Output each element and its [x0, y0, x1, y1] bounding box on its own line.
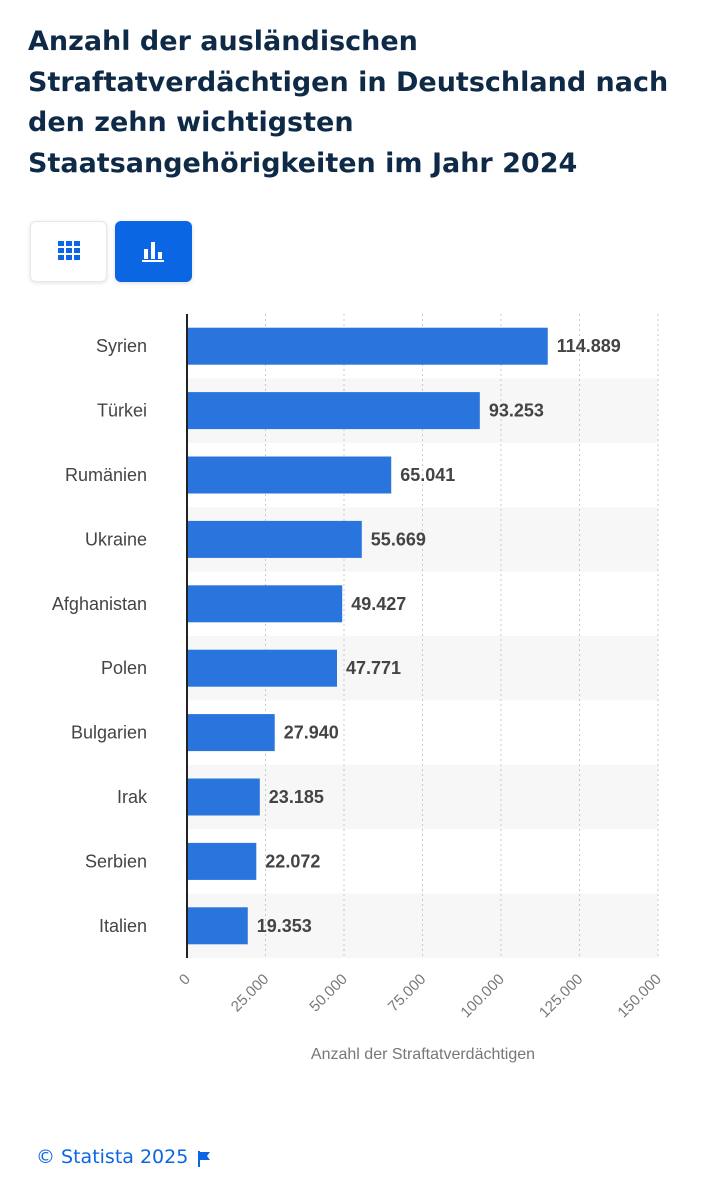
- chart-view-button[interactable]: [115, 221, 192, 282]
- x-tick-label: 75.000: [385, 971, 429, 1015]
- x-tick-label: 150.000: [614, 971, 664, 1021]
- bar[interactable]: [187, 778, 260, 816]
- bar-chart: Syrien Türkei Rumänien Ukraine Afghanistan Po…: [52, 314, 665, 1063]
- chart-title: Anzahl der ausländischen Straftatverdäch…: [28, 26, 669, 179]
- category-label: Serbien: [85, 851, 147, 871]
- bar[interactable]: [187, 907, 248, 945]
- value-label: 22.072: [265, 851, 320, 871]
- x-axis-label: Anzahl der Straftatverdächtigen: [311, 1046, 535, 1063]
- category-label: Syrien: [96, 336, 147, 356]
- grid-icon: [58, 241, 80, 260]
- category-label: Bulgarien: [71, 723, 147, 743]
- bar[interactable]: [187, 649, 338, 687]
- bar-chart-icon: [142, 242, 164, 262]
- x-tick-label: 125.000: [536, 971, 586, 1021]
- x-tick-label: 100.000: [457, 971, 507, 1021]
- flag-icon[interactable]: [197, 1151, 211, 1167]
- x-tick-label: 50.000: [306, 971, 350, 1015]
- category-label: Afghanistan: [52, 594, 147, 614]
- category-label: Irak: [117, 787, 148, 807]
- value-label: 49.427: [351, 594, 406, 614]
- value-label: 47.771: [346, 658, 401, 678]
- x-tick-label: 25.000: [228, 971, 272, 1015]
- bar[interactable]: [187, 327, 548, 365]
- bar[interactable]: [187, 392, 480, 430]
- value-label: 27.940: [284, 723, 339, 743]
- x-tick-label: 0: [176, 971, 194, 989]
- value-label: 93.253: [489, 401, 544, 421]
- category-label: Italien: [99, 916, 147, 936]
- bar[interactable]: [187, 842, 257, 880]
- table-view-button[interactable]: [30, 221, 107, 282]
- category-label: Rumänien: [65, 465, 147, 485]
- value-label: 19.353: [257, 916, 312, 936]
- bar[interactable]: [187, 456, 392, 494]
- category-label: Türkei: [97, 401, 147, 421]
- category-label: Ukraine: [85, 529, 147, 549]
- value-label: 114.889: [557, 336, 621, 356]
- category-label: Polen: [101, 658, 147, 678]
- value-label: 23.185: [269, 787, 324, 807]
- value-label: 55.669: [371, 529, 426, 549]
- bar[interactable]: [187, 714, 275, 752]
- bar[interactable]: [187, 520, 362, 558]
- copyright-text[interactable]: © Statista 2025: [36, 1146, 189, 1168]
- value-label: 65.041: [400, 465, 455, 485]
- bar[interactable]: [187, 585, 343, 623]
